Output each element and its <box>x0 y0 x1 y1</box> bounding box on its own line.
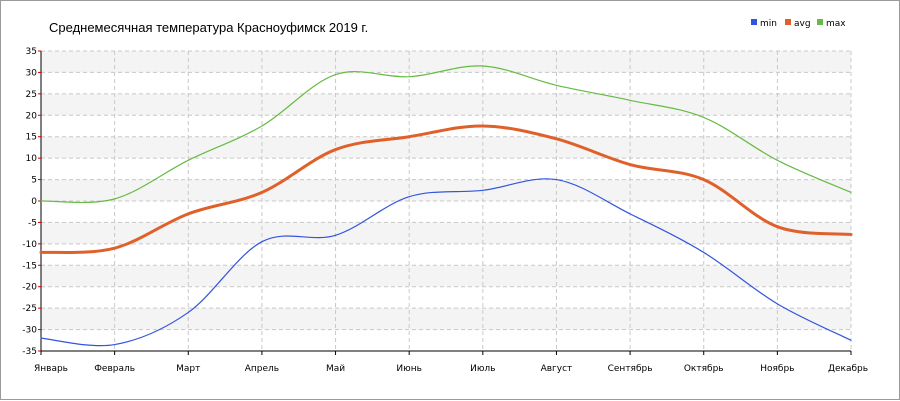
legend-label-avg: avg <box>794 19 811 29</box>
series-line-max <box>40 65 852 204</box>
x-tick-labels: Январь Февраль Март Апрель Май Июнь Июль Август… <box>34 351 868 374</box>
plot-band <box>41 51 851 73</box>
plot-band <box>41 222 851 244</box>
plot-band <box>41 308 851 330</box>
legend-swatch-min <box>751 19 757 25</box>
legend-swatch-max <box>817 19 823 25</box>
legend: min avg max <box>751 19 846 29</box>
x-tick-label: Декабрь <box>828 364 868 374</box>
x-tick-label: Июль <box>470 364 495 374</box>
series-line-min <box>40 178 852 347</box>
x-tick-label: Ноябрь <box>760 364 794 374</box>
y-tick-label: 15 <box>26 133 37 143</box>
x-tick-label: Август <box>541 364 573 374</box>
chart-title: Среднемесячная температура Красноуфимск … <box>49 20 368 35</box>
x-tick-label: Май <box>326 364 345 374</box>
y-tick-label: 30 <box>26 68 38 78</box>
x-tick-label: Октябрь <box>684 364 724 374</box>
y-tick-label: 25 <box>26 90 37 100</box>
y-tick-label: -25 <box>22 304 37 314</box>
plot-band <box>41 179 851 201</box>
x-tick-label: Сентябрь <box>608 364 653 374</box>
legend-swatch-avg <box>785 19 791 25</box>
y-tick-label: -20 <box>22 283 37 293</box>
plot-bands <box>41 51 851 330</box>
x-tick-label: Март <box>176 364 200 374</box>
x-tick-label: Июнь <box>396 364 422 374</box>
y-tick-label: 10 <box>26 154 38 164</box>
x-tick-label: Февраль <box>94 364 135 374</box>
series-line-avg <box>39 124 853 254</box>
x-tick-label: Январь <box>34 364 68 374</box>
y-tick-label: -15 <box>22 261 37 271</box>
legend-label-min: min <box>760 19 777 29</box>
plot-band <box>41 93 851 116</box>
y-tick-label: 5 <box>31 176 37 186</box>
x-tick-label: Апрель <box>245 364 279 374</box>
y-tick-label: -5 <box>28 218 37 228</box>
plot-band <box>41 136 851 159</box>
y-tick-label: 20 <box>26 111 38 121</box>
y-tick-label: -30 <box>22 326 37 336</box>
y-tick-label: 0 <box>31 197 37 207</box>
plot-band <box>41 265 851 287</box>
y-tick-label: -10 <box>22 240 37 250</box>
y-tick-labels: 35 30 25 20 15 10 5 0 -5 -10 -15 -20 -25 -30 -35 <box>22 47 41 357</box>
series-lines <box>39 65 853 347</box>
legend-label-max: max <box>826 19 846 29</box>
y-tick-label: -35 <box>22 347 37 357</box>
y-tick-label: 35 <box>26 47 37 57</box>
